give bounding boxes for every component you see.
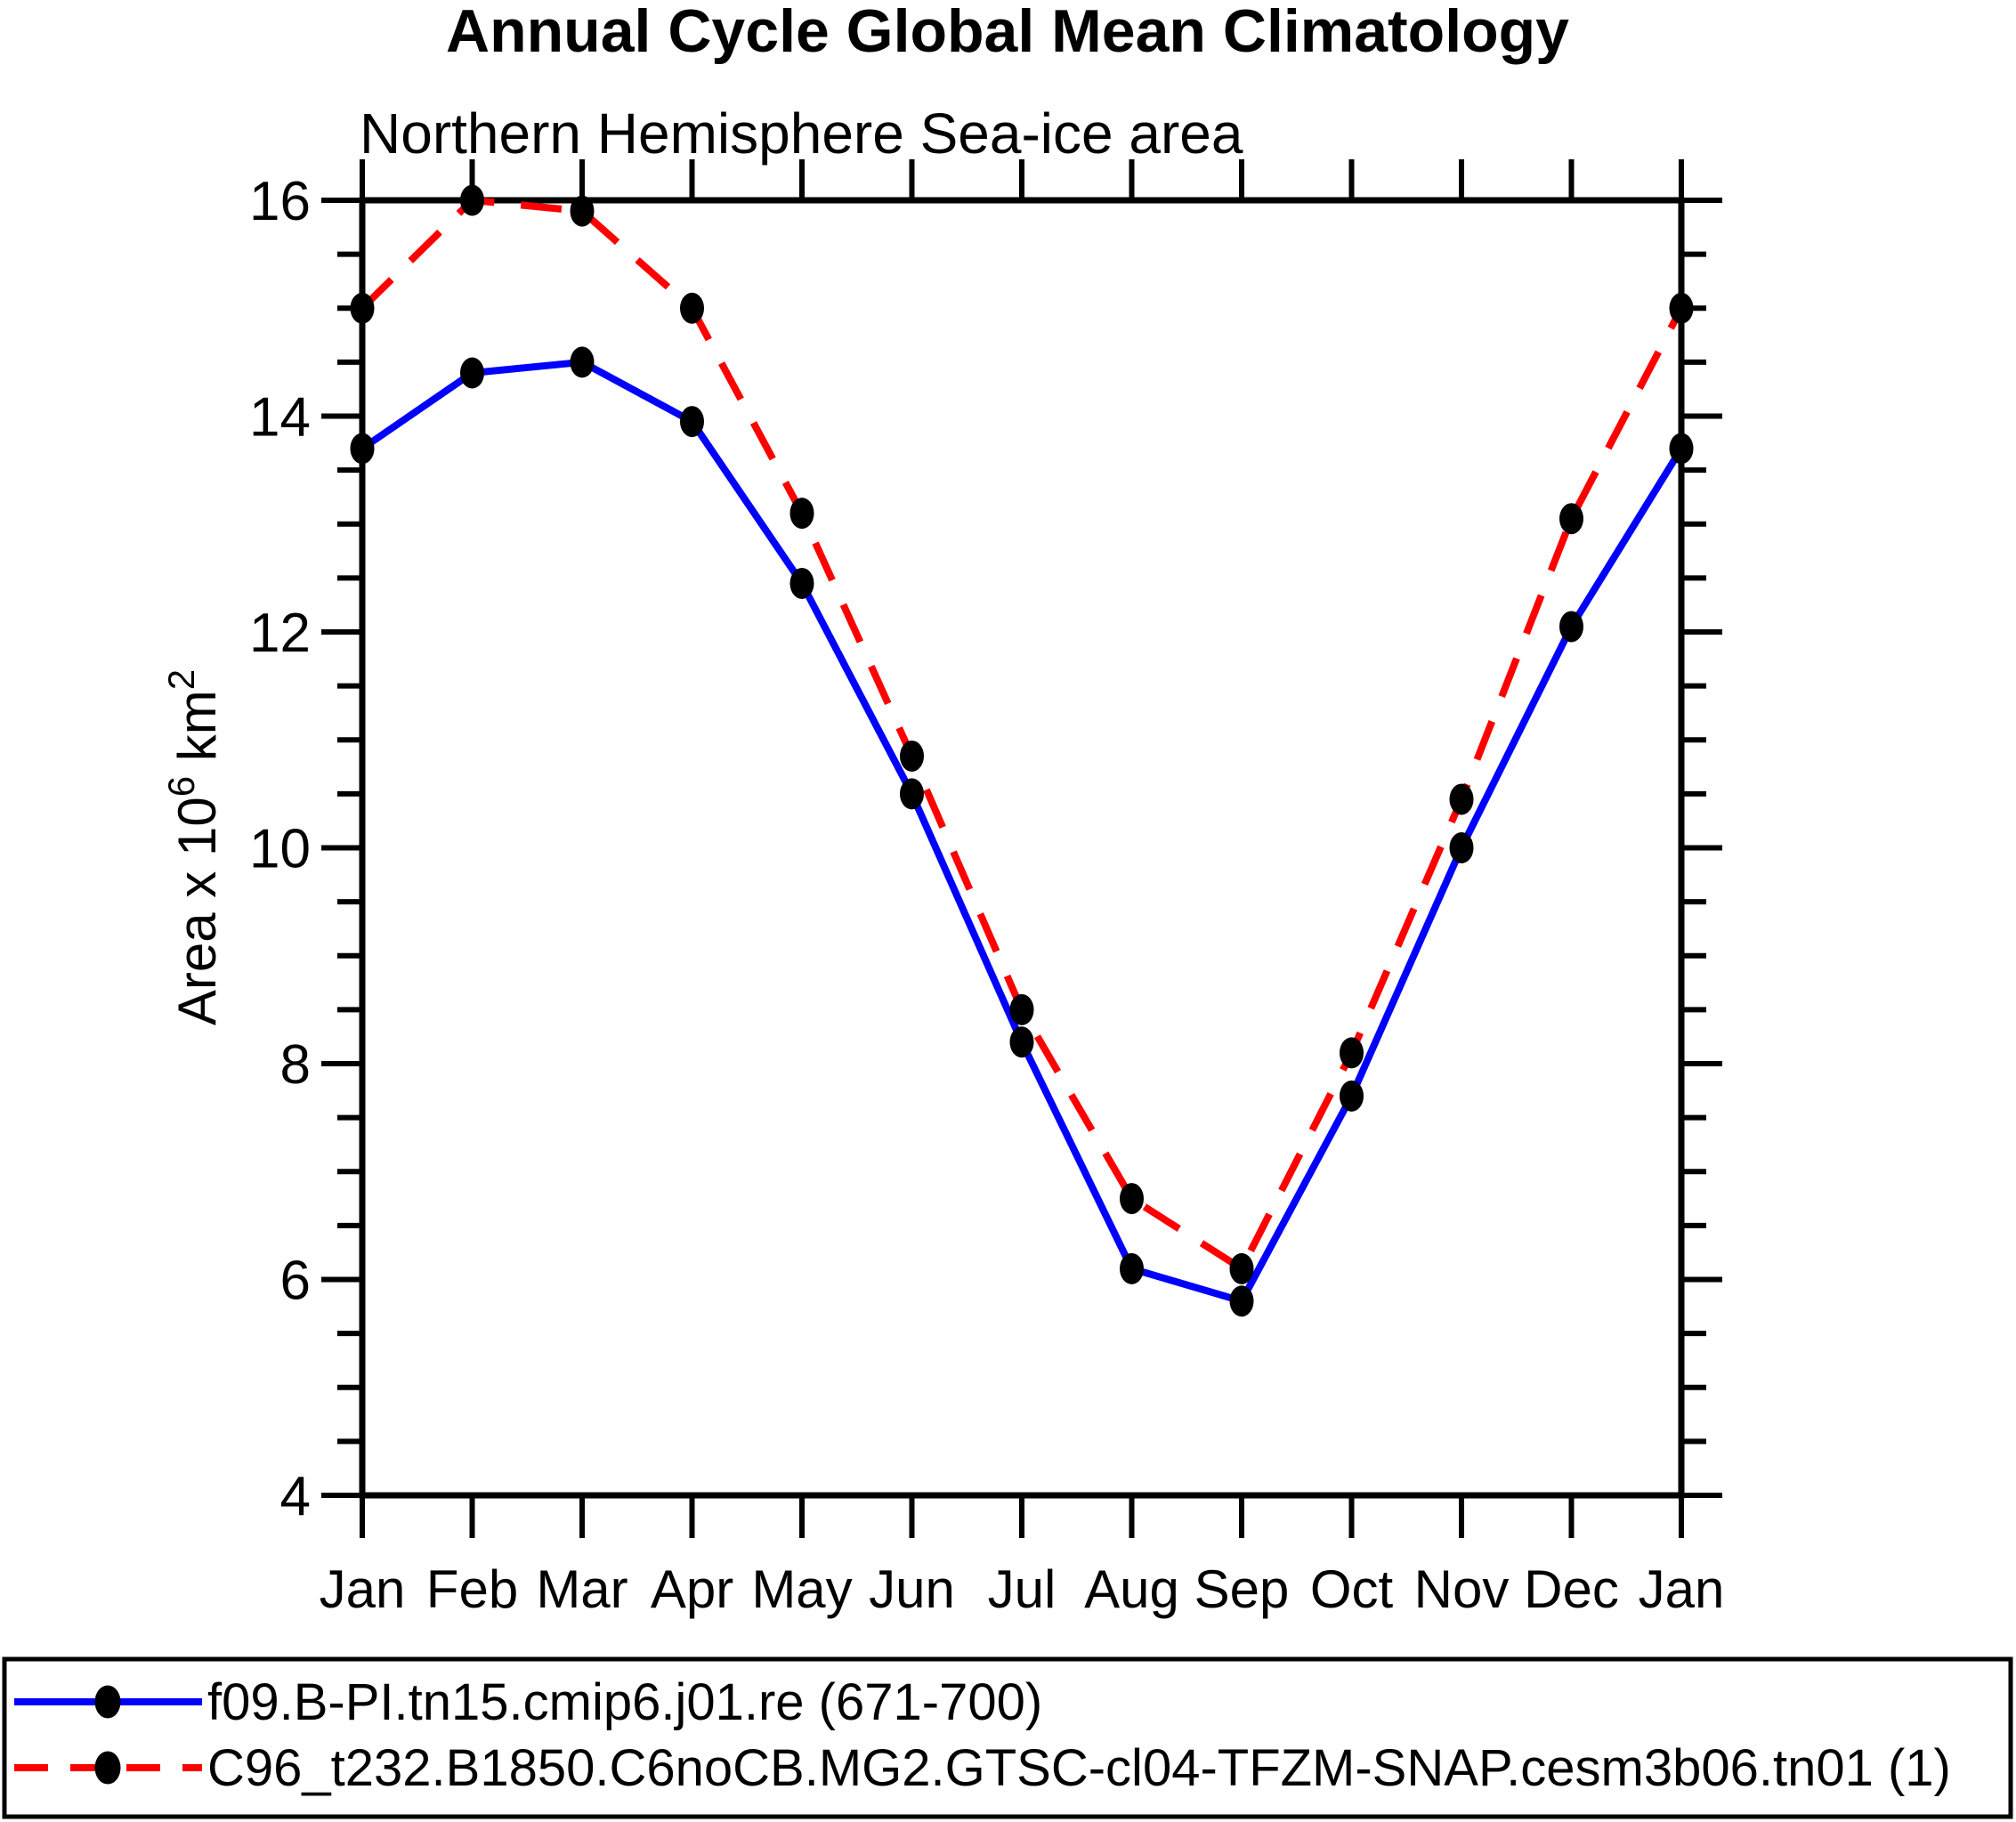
data-point — [900, 778, 924, 810]
data-point — [680, 292, 704, 324]
legend-marker-dot-1 — [94, 1751, 121, 1785]
data-point — [1449, 832, 1474, 863]
x-tick-label: Dec — [1524, 1559, 1619, 1619]
data-point — [1009, 1026, 1034, 1058]
y-tick-label: 10 — [249, 819, 311, 880]
x-tick-label: Jan — [320, 1559, 406, 1619]
y-axis-title-base: Area x 10 — [167, 797, 227, 1025]
data-point — [1009, 993, 1034, 1025]
data-point — [1449, 783, 1474, 815]
data-series — [350, 184, 1694, 1317]
x-tick-label: Nov — [1414, 1559, 1510, 1619]
x-tick-label: Feb — [426, 1559, 518, 1619]
series-line-1 — [360, 196, 1685, 1275]
legend-border — [2, 1656, 2013, 1819]
data-point — [1669, 433, 1694, 465]
chart-subtitle: Northern Hemisphere Sea-ice area — [360, 101, 1243, 166]
plot-frame — [359, 197, 1685, 1499]
x-tick-label: Jun — [869, 1559, 955, 1619]
x-tick-label: Jan — [1639, 1559, 1725, 1619]
y-tick-label: 6 — [280, 1251, 311, 1312]
data-point — [789, 567, 814, 599]
legend-marker-dot-0 — [94, 1685, 121, 1719]
data-point — [350, 433, 375, 465]
data-point — [570, 346, 595, 378]
x-tick-label: Sep — [1194, 1559, 1290, 1619]
y-axis-title: Area x 106 km2 — [160, 669, 227, 1025]
x-tick-label: May — [751, 1559, 852, 1619]
legend-label-series-1: C96_t232.B1850.C6noCB.MG2.GTSC-cl04-TFZM… — [207, 1739, 1951, 1797]
axis-tick-labels: 4 6 8 10 12 14 16 Jan Feb Mar Apr May Jun Jul Aug Sep Oc… — [249, 171, 1724, 1619]
data-point — [460, 357, 484, 389]
plot-box — [359, 197, 1685, 1499]
data-point — [1229, 1285, 1254, 1317]
data-point — [460, 184, 484, 216]
x-tick-label: Apr — [651, 1559, 733, 1619]
y-axis-title-sup2: 2 — [160, 669, 202, 690]
data-point — [1120, 1183, 1144, 1215]
y-tick-label: 16 — [249, 171, 311, 232]
data-point — [1229, 1252, 1254, 1284]
y-tick-label: 14 — [249, 387, 311, 449]
data-point — [1120, 1252, 1144, 1284]
x-tick-label: Aug — [1084, 1559, 1179, 1619]
data-point — [1340, 1080, 1364, 1112]
legend-label-series-0: f09.B-PI.tn15.cmip6.j01.re (671-700) — [207, 1673, 1042, 1731]
y-tick-label: 12 — [249, 603, 311, 664]
y-axis-title-mid: km — [167, 690, 227, 776]
data-point — [789, 498, 814, 530]
data-point — [1559, 611, 1583, 643]
axis-ticks — [321, 159, 1722, 1538]
data-point — [900, 740, 924, 772]
data-point — [570, 195, 595, 227]
y-tick-label: 4 — [280, 1466, 311, 1527]
x-tick-label: Jul — [988, 1559, 1057, 1619]
data-point — [1340, 1037, 1364, 1069]
y-tick-label: 8 — [280, 1034, 311, 1096]
chart-title: Annual Cycle Global Mean Climatology — [446, 0, 1569, 65]
data-point — [1559, 503, 1583, 535]
y-axis-title-sup6: 6 — [160, 776, 202, 797]
data-point — [350, 292, 375, 324]
x-tick-label: Mar — [536, 1559, 627, 1619]
data-point — [1669, 292, 1694, 324]
legend-markers — [14, 1685, 202, 1785]
series-line-0 — [360, 358, 1685, 1306]
data-point — [680, 406, 704, 438]
legend: f09.B-PI.tn15.cmip6.j01.re (671-700) C96… — [2, 1656, 2013, 1819]
x-tick-label: Oct — [1310, 1559, 1394, 1619]
